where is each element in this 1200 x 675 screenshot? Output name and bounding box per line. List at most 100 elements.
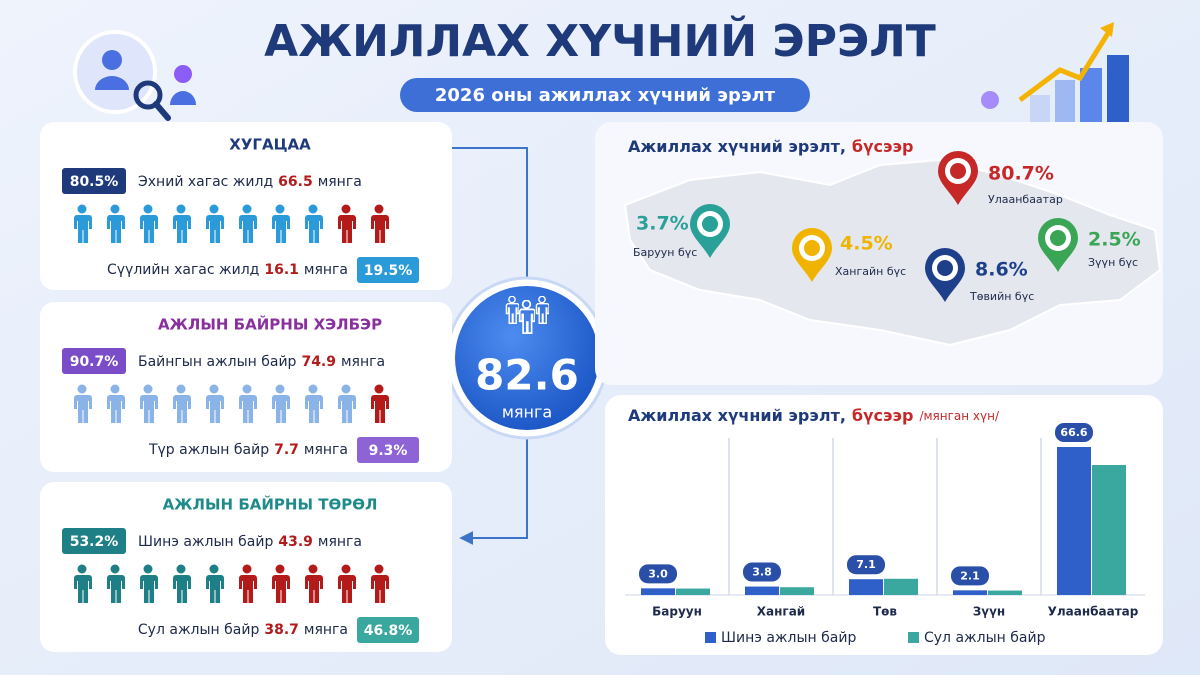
bar	[745, 586, 779, 595]
legend-swatch	[908, 632, 919, 643]
x-tick-label: Хангай	[757, 605, 805, 619]
panel-title: АЖЛЫН БАЙРНЫ ХЭЛБЭР	[158, 315, 382, 334]
value-label: 3.0	[648, 567, 668, 580]
row-label: Сүүлийн хагас жилд	[107, 262, 259, 278]
value-label: 2.1	[960, 569, 980, 582]
row-amount: 66.5	[278, 174, 313, 190]
bar	[884, 578, 918, 595]
percent-badge-text: 80.5%	[70, 174, 119, 190]
row-unit: мянга	[318, 534, 362, 550]
map-pin-region	[804, 240, 820, 256]
map-shape	[623, 158, 1162, 347]
value-label-bubble	[847, 555, 885, 575]
row-text: Сүүлийн хагас жилд 16.1 мянга	[107, 262, 348, 278]
bar	[780, 587, 814, 595]
x-tick-label: Баруун	[652, 605, 702, 619]
content: ХУГАЦАА 80.5% Эхний хагас жилд 66.5 мянга Сүү…	[40, 122, 1145, 652]
percent-badge-text: 19.5%	[364, 263, 413, 279]
row-unit: мянга	[318, 174, 362, 190]
percent-badge-text: 90.7%	[70, 354, 119, 370]
row-amount: 16.1	[264, 262, 299, 278]
percent-badge	[62, 168, 126, 194]
row-text: Түр ажлын байр 7.7 мянга	[148, 442, 348, 458]
region-percent: 4.5%	[840, 233, 893, 255]
panel-title: ХУГАЦАА	[229, 136, 311, 154]
bar	[1057, 447, 1091, 595]
region-percent: 80.7%	[988, 163, 1054, 185]
bar	[988, 590, 1022, 595]
bar	[1092, 465, 1126, 595]
title: АЖИЛЛАХ ХҮЧНИЙ ЭРЭЛТ	[264, 14, 936, 67]
value-label: 7.1	[856, 558, 876, 571]
x-tick-label: Зүүн	[973, 605, 1005, 619]
region-percent: 8.6%	[975, 259, 1028, 281]
percent-badge	[357, 437, 419, 463]
panel-title: АЖЛЫН БАЙРНЫ ТӨРӨЛ	[163, 495, 378, 514]
row-text: Байнгын ажлын байр 74.9 мянга	[138, 354, 385, 370]
decoration-right	[981, 22, 1129, 127]
subtitle-pill	[400, 78, 810, 112]
row-amount: 7.7	[274, 442, 299, 458]
map-pin-region	[1050, 230, 1066, 246]
region-name: Хангайн бүс	[835, 265, 906, 278]
value-label-bubble	[951, 566, 989, 586]
row-unit: мянга	[304, 442, 348, 458]
row-amount: 43.9	[278, 534, 313, 550]
subtitle: 2026 оны ажиллах хүчний эрэлт	[435, 85, 776, 106]
bar	[849, 579, 883, 595]
legend-label: Шинэ ажлын байр	[721, 630, 856, 646]
map-pin-region	[950, 163, 966, 179]
map-title-highlight: бүсээр	[852, 137, 914, 156]
region-name: Төвийн бүс	[969, 290, 1034, 303]
chart-title: Ажиллах хүчний эрэлт, бүсээр/мянган хүн/	[628, 406, 1000, 425]
region-name: Улаанбаатар	[988, 193, 1063, 206]
percent-badge	[357, 617, 419, 643]
row-label: Байнгын ажлын байр	[138, 354, 297, 370]
row-label: Сул ажлын байр	[138, 622, 260, 638]
row-text: Эхний хагас жилд 66.5 мянга	[138, 174, 362, 190]
value-label: 66.6	[1060, 426, 1087, 439]
map-pin-region	[702, 216, 718, 232]
row-text: Сул ажлын байр 38.7 мянга	[138, 622, 348, 638]
region-name: Зүүн бүс	[1088, 256, 1138, 269]
map-title: Ажиллах хүчний эрэлт, бүсээр	[628, 137, 913, 156]
value-label-bubble	[639, 564, 677, 584]
row-unit: мянга	[341, 354, 385, 370]
center-unit: мянга	[502, 403, 552, 422]
row-unit: мянга	[304, 622, 348, 638]
row-text: Шинэ ажлын байр 43.9 мянга	[138, 534, 362, 550]
chart-unit: /мянган хүн/	[919, 409, 1000, 423]
legend-label: Сул ажлын байр	[924, 630, 1046, 646]
value-label: 3.8	[752, 566, 772, 579]
row-label: Түр ажлын байр	[148, 442, 269, 458]
value-label-bubble	[1055, 423, 1093, 442]
x-tick-label: Улаанбаатар	[1048, 605, 1139, 619]
row-label: Шинэ ажлын байр	[138, 534, 273, 550]
region-name: Баруун бүс	[633, 246, 697, 259]
row-amount: 38.7	[264, 622, 299, 638]
decoration-left	[73, 30, 196, 121]
legend-swatch	[705, 632, 716, 643]
center-circle	[455, 286, 599, 430]
region-percent: 3.7%	[636, 213, 689, 235]
row-label: Эхний хагас жилд	[138, 174, 273, 190]
percent-badge	[62, 348, 126, 374]
center-value: 82.6	[475, 351, 579, 400]
bar	[641, 588, 675, 595]
chart-title-highlight: бүсээр	[852, 406, 914, 425]
map-title-text: Ажиллах хүчний эрэлт,	[628, 137, 846, 156]
chart-panel	[605, 395, 1163, 655]
chart-title-text: Ажиллах хүчний эрэлт,	[628, 406, 846, 425]
bar	[953, 590, 987, 595]
value-label-bubble	[743, 562, 781, 582]
percent-badge-text: 46.8%	[364, 623, 413, 639]
row-amount: 74.9	[301, 354, 336, 370]
map-pin-region	[937, 260, 953, 276]
percent-badge	[62, 528, 126, 554]
percent-badge-text: 9.3%	[369, 443, 408, 459]
x-tick-label: Төв	[873, 605, 897, 619]
percent-badge-text: 53.2%	[70, 534, 119, 550]
region-percent: 2.5%	[1088, 229, 1141, 251]
bar	[676, 588, 710, 595]
